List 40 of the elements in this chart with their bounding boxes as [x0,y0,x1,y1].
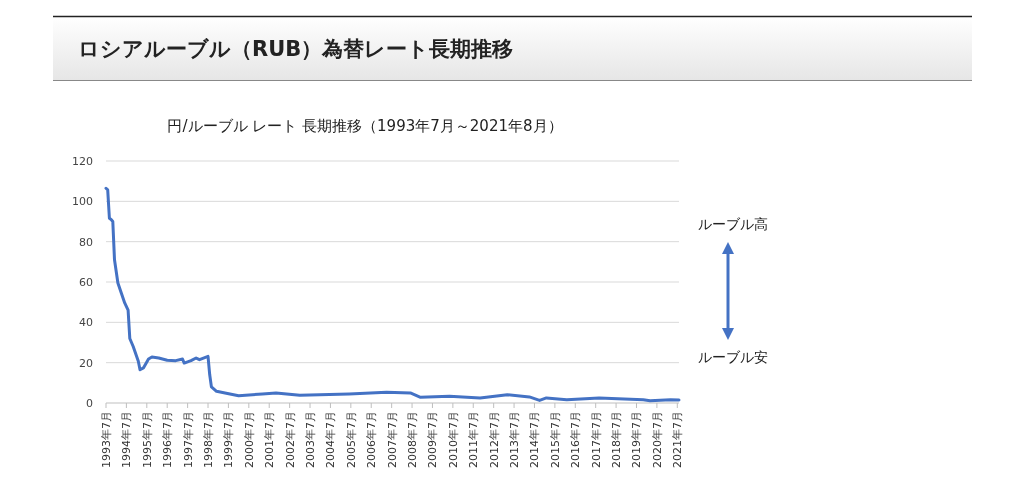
x-tick-label: 1997年7月 [181,411,195,468]
x-tick-label: 1999年7月 [222,411,236,468]
x-tick-label: 2004年7月 [324,411,338,468]
x-tick-label: 2021年7月 [671,411,685,468]
x-tick-label: 2000年7月 [242,411,256,468]
x-tick-label: 1996年7月 [161,411,175,468]
x-tick-label: 2003年7月 [304,411,318,468]
y-tick-label: 40 [79,316,93,330]
x-tick-label: 2005年7月 [344,411,358,468]
x-tick-label: 2020年7月 [650,411,664,468]
text: ルーブル安 [698,349,768,365]
x-tick-label: 2018年7月 [610,411,624,468]
y-tick-label: 0 [86,397,93,410]
x-tick-label: 2014年7月 [528,411,542,468]
x-tick-label: 2008年7月 [406,411,420,468]
x-tick-label: 2006年7月 [365,411,379,468]
x-tick-label: 2016年7月 [569,411,583,468]
x-tick-label: 2019年7月 [630,411,644,468]
x-tick-label: 2017年7月 [589,411,603,468]
x-tick-label: 2012年7月 [487,411,501,468]
x-tick-label: 1993年7月 [100,411,113,468]
chart-title: ロシアルーブル（RUB）為替レート長期推移 [78,37,514,61]
x-tick-label: 1998年7月 [202,411,216,468]
x-tick-label: 1994年7月 [120,411,134,468]
x-tick-label: 2002年7月 [283,411,297,468]
y-tick-label: 80 [79,235,93,249]
text: ルーブル高 [698,216,768,232]
y-tick-label: 20 [79,356,93,370]
y-tick-label: 100 [72,195,93,209]
y-tick-label: 60 [79,276,93,289]
chart-subtitle: 円/ルーブル レート 長期推移（1993年7月～2021年8月） [167,117,563,135]
x-tick-label: 2007年7月 [385,411,399,468]
x-tick-label: 2013年7月 [508,411,522,468]
x-tick-label: 2009年7月 [426,411,440,468]
x-tick-label: 2011年7月 [467,411,481,468]
x-tick-label: 1995年7月 [140,411,154,468]
y-tick-label: 120 [72,155,93,168]
x-tick-label: 2010年7月 [446,411,460,468]
x-tick-label: 2015年7月 [548,411,562,468]
x-tick-label: 2001年7月 [263,411,277,468]
